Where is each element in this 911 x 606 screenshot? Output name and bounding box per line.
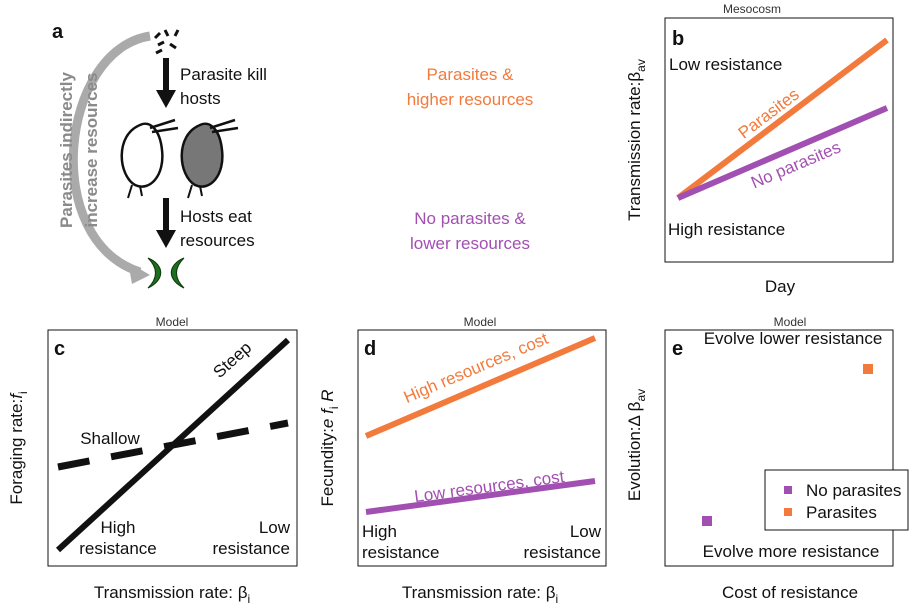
label-sub: i: [556, 592, 559, 606]
annotation: High resistance: [668, 220, 785, 239]
resources: [148, 258, 184, 288]
step-text: Hosts eat: [180, 207, 252, 226]
side-text: Parasites indirectly: [57, 72, 76, 228]
label-text: Fecundity:: [318, 428, 337, 506]
high-resources-line: [366, 338, 595, 436]
annotation: resistance: [79, 539, 156, 558]
annotation: Low: [259, 518, 291, 537]
panel-title: Model: [774, 315, 807, 329]
legend-text: Parasites &: [427, 65, 515, 84]
panel-label: c: [54, 338, 65, 360]
annotation: resistance: [362, 543, 439, 562]
legend-text: higher resources: [407, 90, 534, 109]
label-sub: av: [634, 389, 648, 402]
panel-title: Model: [464, 315, 497, 329]
annotation: High: [101, 518, 136, 537]
label-symbol: β: [546, 583, 556, 602]
label-text: Transmission rate:: [94, 583, 238, 602]
label-text: Transmission rate:: [402, 583, 546, 602]
annotation: resistance: [213, 539, 290, 558]
host-dead: [182, 120, 238, 198]
label-end: R: [318, 389, 337, 406]
label-sub: i: [16, 391, 30, 394]
no-parasites-point: [702, 516, 712, 526]
step-text: resources: [180, 231, 255, 250]
annotation: resistance: [524, 543, 601, 562]
legend-text: lower resources: [410, 234, 530, 253]
annotation: Evolve more resistance: [703, 542, 880, 561]
panel-label: b: [672, 28, 684, 50]
step-text: Parasite kill: [180, 65, 267, 84]
label-symbol: β: [625, 72, 644, 82]
arrow-head: [156, 230, 176, 248]
panel-label: a: [52, 21, 64, 43]
parasites-point: [863, 364, 873, 374]
figure: a Parasites indirectly increase resource…: [0, 0, 911, 606]
legend-swatch: [784, 508, 792, 516]
label-text: Transmission rate:: [625, 82, 644, 221]
legend-text: No parasites &: [414, 209, 526, 228]
arrow-head: [128, 262, 150, 284]
panel-label: e: [672, 338, 683, 360]
panel-c: Model c Steep Shallow High resistance Lo…: [7, 315, 297, 606]
panel-a: a Parasites indirectly increase resource…: [52, 21, 533, 288]
panel-title: Mesocosm: [723, 2, 781, 16]
y-axis-label: Fecundity:e fi R: [318, 389, 341, 506]
x-axis-label: Cost of resistance: [722, 583, 858, 602]
x-axis-label: Transmission rate: βi: [94, 583, 250, 606]
label-text: Foraging rate:: [7, 399, 26, 505]
legend-label: No parasites: [806, 481, 901, 500]
panel-label: d: [364, 338, 376, 360]
label-symbol: β: [238, 583, 248, 602]
y-axis-label: Foraging rate:fi: [7, 391, 30, 504]
annotation: Evolve lower resistance: [704, 329, 883, 348]
side-text: increase resources: [82, 73, 101, 228]
annotation: Low: [570, 522, 602, 541]
panel-d: Model d High resources, cost Low resourc…: [318, 315, 606, 606]
label-sub: av: [634, 59, 648, 72]
host-alive: [122, 120, 178, 198]
legend-swatch: [784, 486, 792, 494]
panel-title: Model: [156, 315, 189, 329]
legend-label: Parasites: [806, 503, 877, 522]
x-axis-label: Transmission rate: βi: [402, 583, 558, 606]
step-text: hosts: [180, 89, 221, 108]
annotation: Low resistance: [669, 55, 782, 74]
line-label: Shallow: [80, 429, 140, 448]
annotation: High: [362, 522, 397, 541]
panel-e: Model e Evolve lower resistance Evolve m…: [625, 315, 908, 602]
y-axis-label: Evolution:Δ βav: [625, 389, 648, 501]
spores: [155, 30, 178, 53]
panel-b: Mesocosm b Low resistance High resistanc…: [625, 2, 893, 296]
label-text: Evolution:: [625, 426, 644, 501]
x-axis-label: Day: [765, 277, 796, 296]
line-label: Low resources, cost: [413, 467, 566, 506]
label-symbol: Δ β: [625, 401, 644, 426]
plot-frame: [665, 330, 893, 566]
arrow-head: [156, 90, 176, 108]
label-sub: i: [248, 592, 251, 606]
y-axis-label: Transmission rate:βav: [625, 59, 648, 221]
